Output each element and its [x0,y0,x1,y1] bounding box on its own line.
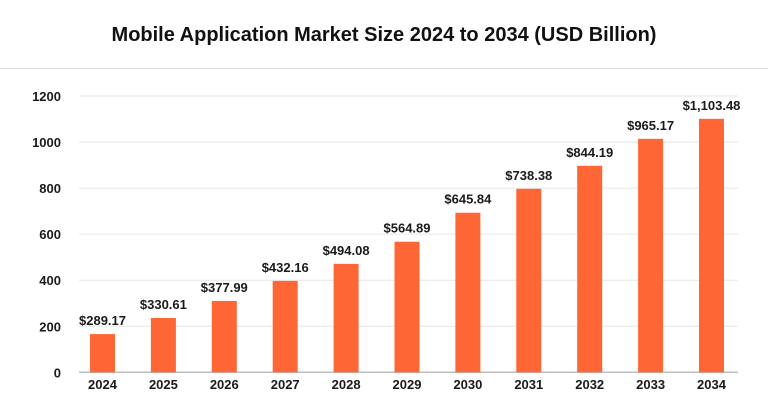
y-tick-label: 400 [39,273,61,288]
y-tick-label: 1000 [32,135,61,150]
data-label: $564.89 [384,221,431,236]
x-tick-label: 2029 [393,377,422,392]
x-tick-label: 2033 [636,377,665,392]
data-label: $844.19 [566,145,613,160]
bar-2030 [455,212,481,373]
bar-2029 [394,241,420,373]
data-label: $432.16 [262,260,309,275]
y-tick-label: 200 [39,319,61,334]
title-divider [0,68,768,69]
x-tick-label: 2028 [332,377,361,392]
bar-2025 [150,317,176,373]
data-label: $289.17 [79,313,126,328]
x-tick-label: 2034 [697,377,727,392]
bar-2026 [211,300,237,373]
y-tick-label: 600 [39,227,61,242]
data-label: $330.61 [140,297,187,312]
y-tick-label: 1200 [32,89,61,104]
y-tick-label: 800 [39,181,61,196]
bar-2024 [90,334,115,373]
bar-2027 [272,280,298,373]
data-label: $1,103.48 [683,98,741,113]
x-tick-label: 2031 [514,377,543,392]
data-label: $738.38 [505,168,552,183]
x-tick-label: 2032 [575,377,604,392]
bar-2033 [638,138,664,373]
data-label: $645.84 [444,192,492,207]
chart-title: Mobile Application Market Size 2024 to 2… [111,24,657,46]
data-label: $377.99 [201,280,248,295]
y-tick-label: 0 [54,365,61,380]
bar-2028 [333,263,359,373]
x-tick-label: 2027 [271,377,300,392]
data-label: $965.17 [627,118,674,133]
x-tick-label: 2025 [149,377,178,392]
bar-2034 [699,118,724,373]
x-tick-label: 2030 [453,377,482,392]
x-tick-label: 2024 [88,377,118,392]
x-tick-label: 2026 [210,377,239,392]
bar-2031 [516,188,542,373]
data-label: $494.08 [323,243,370,258]
bar-2032 [577,165,603,373]
